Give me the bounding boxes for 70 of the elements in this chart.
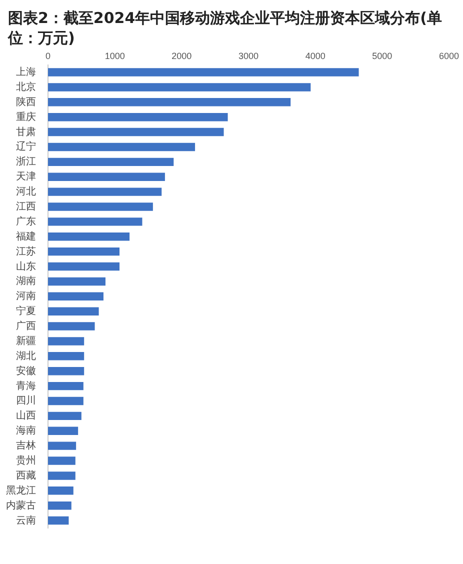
bar <box>48 396 84 406</box>
bar <box>48 456 76 465</box>
y-tick-label: 安徽 <box>16 364 36 377</box>
y-tick-label: 宁夏 <box>16 305 36 318</box>
bar <box>48 516 69 525</box>
bar <box>48 292 104 301</box>
x-tick-label: 0 <box>45 50 51 61</box>
bar <box>48 202 153 211</box>
bar <box>48 412 82 420</box>
bar <box>48 158 174 166</box>
bar <box>48 98 291 106</box>
y-tick-label: 湖南 <box>16 275 36 288</box>
y-tick-label: 重庆 <box>16 110 36 123</box>
bar <box>48 322 95 330</box>
bar <box>48 247 120 256</box>
y-tick-label: 江苏 <box>16 245 36 258</box>
y-tick-label: 辽宁 <box>16 140 36 153</box>
bar <box>48 83 311 92</box>
y-tick-label: 内蒙古 <box>6 499 36 512</box>
bar <box>48 232 130 241</box>
bar <box>48 188 162 196</box>
bar <box>48 352 84 360</box>
bar <box>48 128 224 136</box>
y-tick-label: 河北 <box>16 186 36 198</box>
x-tick-label: 4000 <box>305 50 326 61</box>
bar <box>48 142 196 152</box>
bar <box>48 426 78 435</box>
y-tick-label: 福建 <box>16 230 36 242</box>
y-tick-label: 湖北 <box>16 350 36 362</box>
bar <box>48 337 84 346</box>
y-tick-label: 贵州 <box>16 454 36 467</box>
y-tick-label: 新疆 <box>16 334 36 347</box>
y-tick-label: 广西 <box>16 320 36 332</box>
chart-title: 图表2：截至2024年中国移动游戏企业平均注册资本区域分布(单位：万元) <box>6 8 444 48</box>
y-tick-label: 天津 <box>16 170 36 183</box>
y-tick-label: 山东 <box>16 260 36 272</box>
x-tick-label: 2000 <box>172 50 192 61</box>
x-tick-label: 5000 <box>372 50 392 61</box>
bar <box>48 501 72 510</box>
y-tick-label: 北京 <box>16 80 36 93</box>
y-tick-label: 广东 <box>16 215 36 228</box>
bar <box>48 112 228 122</box>
x-tick-label: 1000 <box>104 50 125 61</box>
y-tick-label: 河南 <box>16 290 36 302</box>
bar <box>48 472 76 480</box>
bar <box>48 218 142 226</box>
y-tick-label: 陕西 <box>16 96 36 108</box>
y-tick-label: 上海 <box>16 66 36 78</box>
bar <box>48 382 84 390</box>
y-tick-label: 甘肃 <box>16 126 36 138</box>
bar <box>48 262 120 271</box>
y-tick-label: 四川 <box>16 394 36 407</box>
y-tick-label: 云南 <box>16 514 36 526</box>
y-tick-label: 江西 <box>16 200 36 212</box>
bar <box>48 277 106 286</box>
bar <box>48 442 76 450</box>
x-tick-label: 3000 <box>238 50 259 61</box>
y-tick-label: 西藏 <box>16 469 36 482</box>
y-tick-label: 山西 <box>16 410 36 422</box>
bar <box>48 367 84 376</box>
bar <box>48 307 99 316</box>
y-tick-label: 浙江 <box>16 156 36 168</box>
bar <box>48 68 359 76</box>
y-tick-label: 吉林 <box>16 440 36 452</box>
x-tick-label: 6000 <box>438 50 460 61</box>
y-tick-label: 黑龙江 <box>6 484 36 496</box>
y-tick-label: 海南 <box>16 424 36 437</box>
bar <box>48 172 165 181</box>
bar <box>48 486 74 495</box>
y-tick-label: 青海 <box>16 380 36 392</box>
